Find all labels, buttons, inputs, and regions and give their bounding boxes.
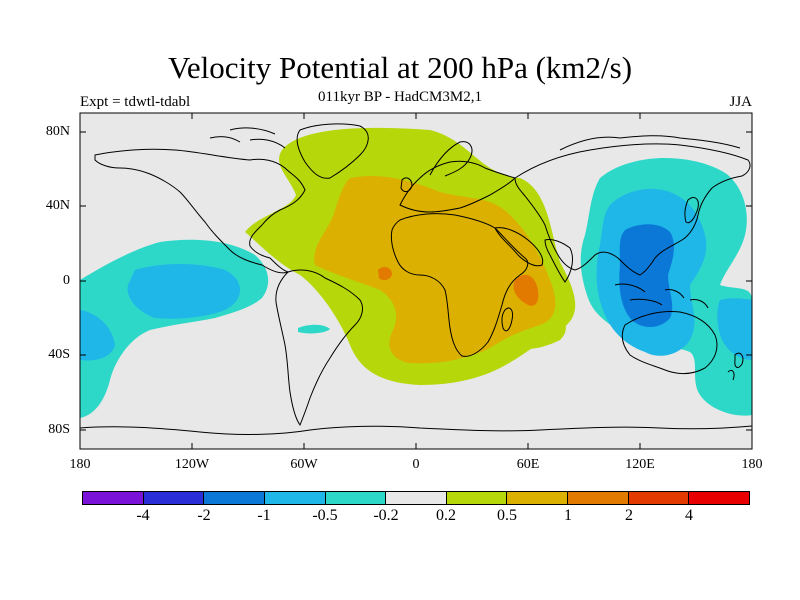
coast-scandinavia [429,141,473,177]
y-tick-0: 0 [63,273,70,288]
positive-strong-region-east [513,274,539,306]
colorbar-label: -4 [136,507,150,524]
colorbar-segment [446,492,508,504]
x-tick-60w: 60W [290,457,318,472]
x-tick-0: 0 [412,457,420,472]
coast-greenland [296,123,369,179]
coast-india [544,239,573,283]
y-tick-80n: 80N [45,124,70,139]
colorbar-segment [325,492,387,504]
colorbar-segment [507,492,569,504]
coast-arctic-siberia [559,135,741,151]
x-tick-60e: 60E [516,457,540,472]
coast-british-isles [400,177,413,193]
negative-strong-region [619,224,674,327]
colorbar-segment [386,492,447,504]
tick-marks [79,113,753,449]
coast-africa [390,213,529,357]
colorbar-label: -0.5 [312,507,338,524]
coast-madagascar [501,307,513,332]
colorbar-label: -0.2 [373,507,399,524]
coast-north-america [94,148,306,274]
colorbar-segment [264,492,326,504]
colorbar-label: 0.2 [436,507,456,524]
coast-australia [621,311,718,374]
coast-arctic-islands [209,127,286,149]
coast-asia [514,143,751,276]
experiment-label: Expt = tdwtl-tdabl [80,94,191,110]
coast-south-america [275,269,363,427]
colorbar-segment [628,492,690,504]
season-label: JJA [729,94,752,110]
chart-title: Velocity Potential at 200 hPa (km2/s) [167,50,633,85]
colorbar-label: -1 [257,507,271,524]
colorbar-label: 2 [625,507,633,524]
coast-antarctica [80,425,752,435]
colorbar-label: 4 [685,507,693,524]
negative-mid-region-east-edge [717,298,752,360]
contour-fields [80,113,752,449]
negative-mid-region-pacific [127,264,240,319]
negative-mid-region-west-edge [80,310,115,361]
colorbar-segment [204,492,265,504]
y-tick-40n: 40N [45,198,70,213]
x-tick-120w: 120W [174,457,210,472]
colorbar-segment [83,492,144,504]
colorbar [82,491,750,505]
coast-new-zealand [727,352,744,381]
x-tick-180-left: 180 [69,457,91,472]
coastlines [80,123,752,435]
x-tick-120e: 120E [625,457,655,472]
coast-japan [684,197,699,224]
x-tick-180-right: 180 [741,457,763,472]
colorbar-label: 1 [564,507,572,524]
colorbar-segment [143,492,205,504]
colorbar-segment [568,492,629,504]
y-tick-80s: 80S [48,422,70,437]
positive-mid-region [314,175,556,364]
coast-arabia [494,227,544,267]
colorbar-segment [689,492,750,504]
negative-weak-patch [298,324,330,334]
colorbar-label: 0.5 [497,507,517,524]
coast-indonesia [614,283,709,309]
positive-strong-region-west [378,267,392,281]
y-tick-40s: 40S [48,347,70,362]
colorbar-label: -2 [197,507,211,524]
chart-subtitle: 011kyr BP - HadCM3M2,1 [318,89,482,105]
